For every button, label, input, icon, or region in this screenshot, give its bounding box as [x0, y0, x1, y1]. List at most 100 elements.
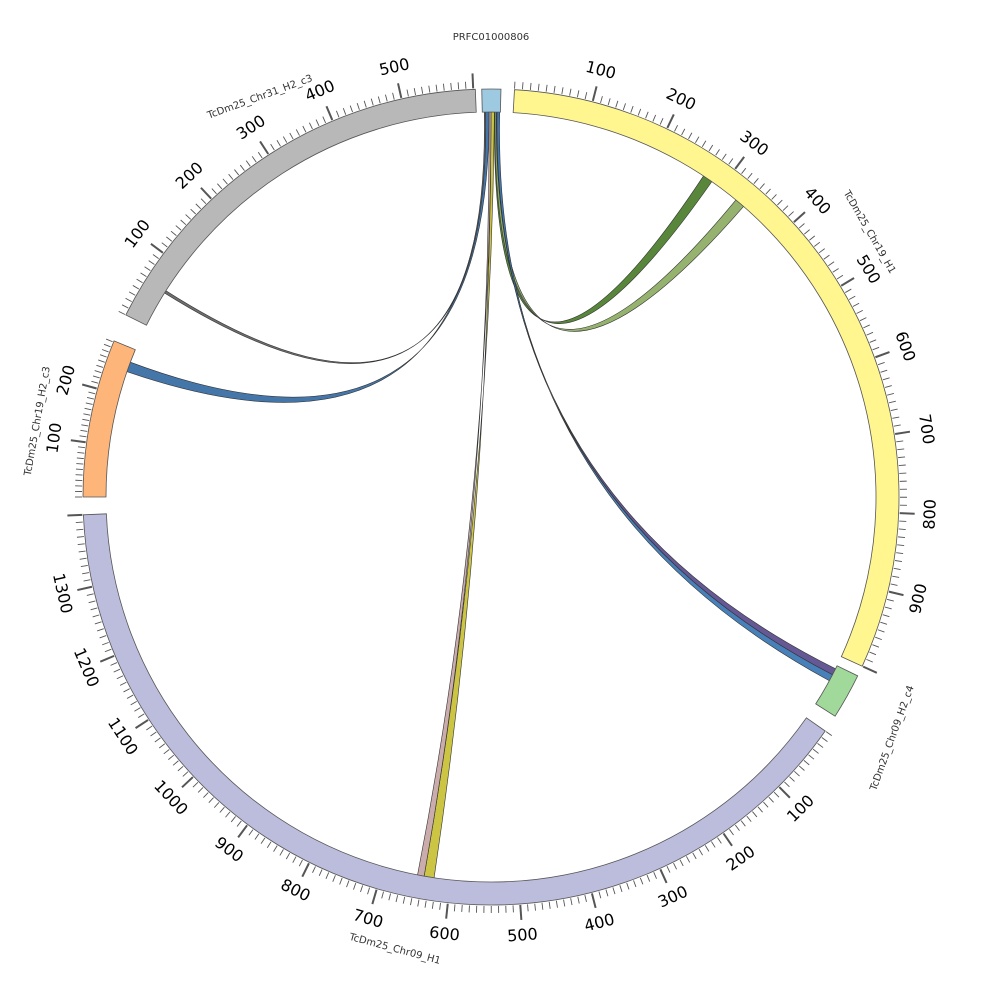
minor-tick [577, 896, 580, 904]
minor-tick [892, 416, 900, 419]
minor-tick [872, 644, 880, 648]
major-tick [70, 439, 86, 444]
tick-label: 700 [915, 413, 938, 446]
minor-tick [728, 158, 734, 165]
minor-tick [349, 105, 353, 113]
minor-tick [896, 440, 904, 443]
minor-tick [381, 891, 384, 899]
minor-tick [219, 806, 225, 813]
minor-tick [228, 173, 234, 180]
minor-tick [132, 285, 140, 290]
minor-tick [674, 124, 679, 132]
minor-tick [90, 607, 98, 611]
minor-tick [146, 725, 153, 731]
minor-tick [79, 557, 87, 560]
minor-tick [880, 621, 888, 625]
minor-tick [266, 841, 272, 848]
minor-tick [208, 797, 214, 803]
major-tick [793, 211, 806, 223]
minor-tick [335, 110, 340, 118]
minor-tick [435, 84, 438, 92]
minor-tick [823, 254, 830, 260]
segment-label: TcDm25_Chr09_H2_c4 [868, 684, 917, 793]
minor-tick [828, 261, 835, 267]
minor-tick [318, 869, 323, 877]
minor-tick [177, 765, 184, 772]
tick-label: 200 [53, 363, 79, 397]
major-tick [445, 903, 449, 919]
segment-tcdm25-chr19-h2-c3 [82, 340, 136, 498]
minor-tick [82, 418, 90, 422]
minor-tick [339, 877, 343, 885]
minor-tick [701, 140, 707, 148]
minor-tick [890, 583, 898, 586]
minor-tick [353, 882, 357, 890]
major-tick [135, 719, 149, 729]
minor-tick [88, 391, 96, 395]
minor-tick [698, 848, 703, 856]
minor-tick [128, 291, 136, 296]
minor-tick [666, 866, 671, 873]
minor-tick [561, 87, 564, 95]
minor-tick [681, 128, 686, 136]
tick-label: 400 [582, 909, 616, 935]
minor-tick [413, 88, 416, 96]
minor-tick [273, 845, 278, 852]
tick-label: 600 [891, 329, 919, 364]
minor-tick [158, 743, 166, 749]
major-tick [666, 114, 675, 129]
minor-tick [685, 856, 691, 863]
major-tick [99, 654, 115, 663]
minor-tick [898, 464, 906, 466]
minor-tick [598, 891, 602, 899]
minor-tick [140, 272, 147, 278]
minor-tick [886, 598, 894, 602]
minor-tick [197, 787, 204, 793]
minor-tick [612, 887, 616, 895]
minor-tick [555, 900, 558, 908]
tick-label: 900 [211, 833, 247, 866]
minor-tick [385, 94, 388, 102]
minor-tick [312, 866, 316, 873]
link-to-tcdm25-chr09-h1 [417, 111, 492, 877]
minor-tick [600, 96, 603, 104]
minor-tick [370, 98, 374, 106]
links-layer [126, 111, 836, 879]
minor-tick [882, 614, 890, 618]
minor-tick [83, 579, 91, 582]
minor-tick [894, 560, 903, 563]
minor-tick [753, 178, 759, 184]
minor-tick [877, 629, 885, 633]
minor-tick [817, 742, 824, 748]
major-tick [590, 893, 597, 909]
major-tick [81, 383, 97, 390]
major-tick [200, 187, 212, 200]
minor-tick [98, 359, 105, 363]
minor-tick [170, 230, 177, 236]
minor-tick [172, 760, 179, 766]
major-tick [778, 786, 791, 799]
minor-tick [866, 658, 873, 663]
minor-tick [377, 96, 381, 104]
link-to-tcdm25-chr09-h2-c4 [496, 111, 836, 676]
minor-tick [77, 543, 85, 546]
minor-tick [322, 116, 327, 124]
minor-tick [276, 140, 281, 147]
minor-tick [898, 456, 906, 459]
minor-tick [659, 118, 664, 125]
minor-tick [102, 641, 109, 646]
major-tick [237, 824, 248, 838]
minor-tick [163, 749, 170, 755]
minor-tick [553, 85, 556, 93]
major-tick [591, 86, 598, 102]
minor-tick [82, 572, 90, 575]
major-tick [259, 140, 270, 155]
major-tick [888, 590, 904, 597]
minor-tick [213, 802, 220, 808]
segment-label: PRFC01000806 [453, 32, 530, 43]
minor-tick [332, 875, 336, 882]
major-tick [77, 585, 93, 592]
minor-tick [80, 564, 88, 567]
minor-tick [86, 397, 94, 400]
minor-tick [808, 754, 815, 760]
